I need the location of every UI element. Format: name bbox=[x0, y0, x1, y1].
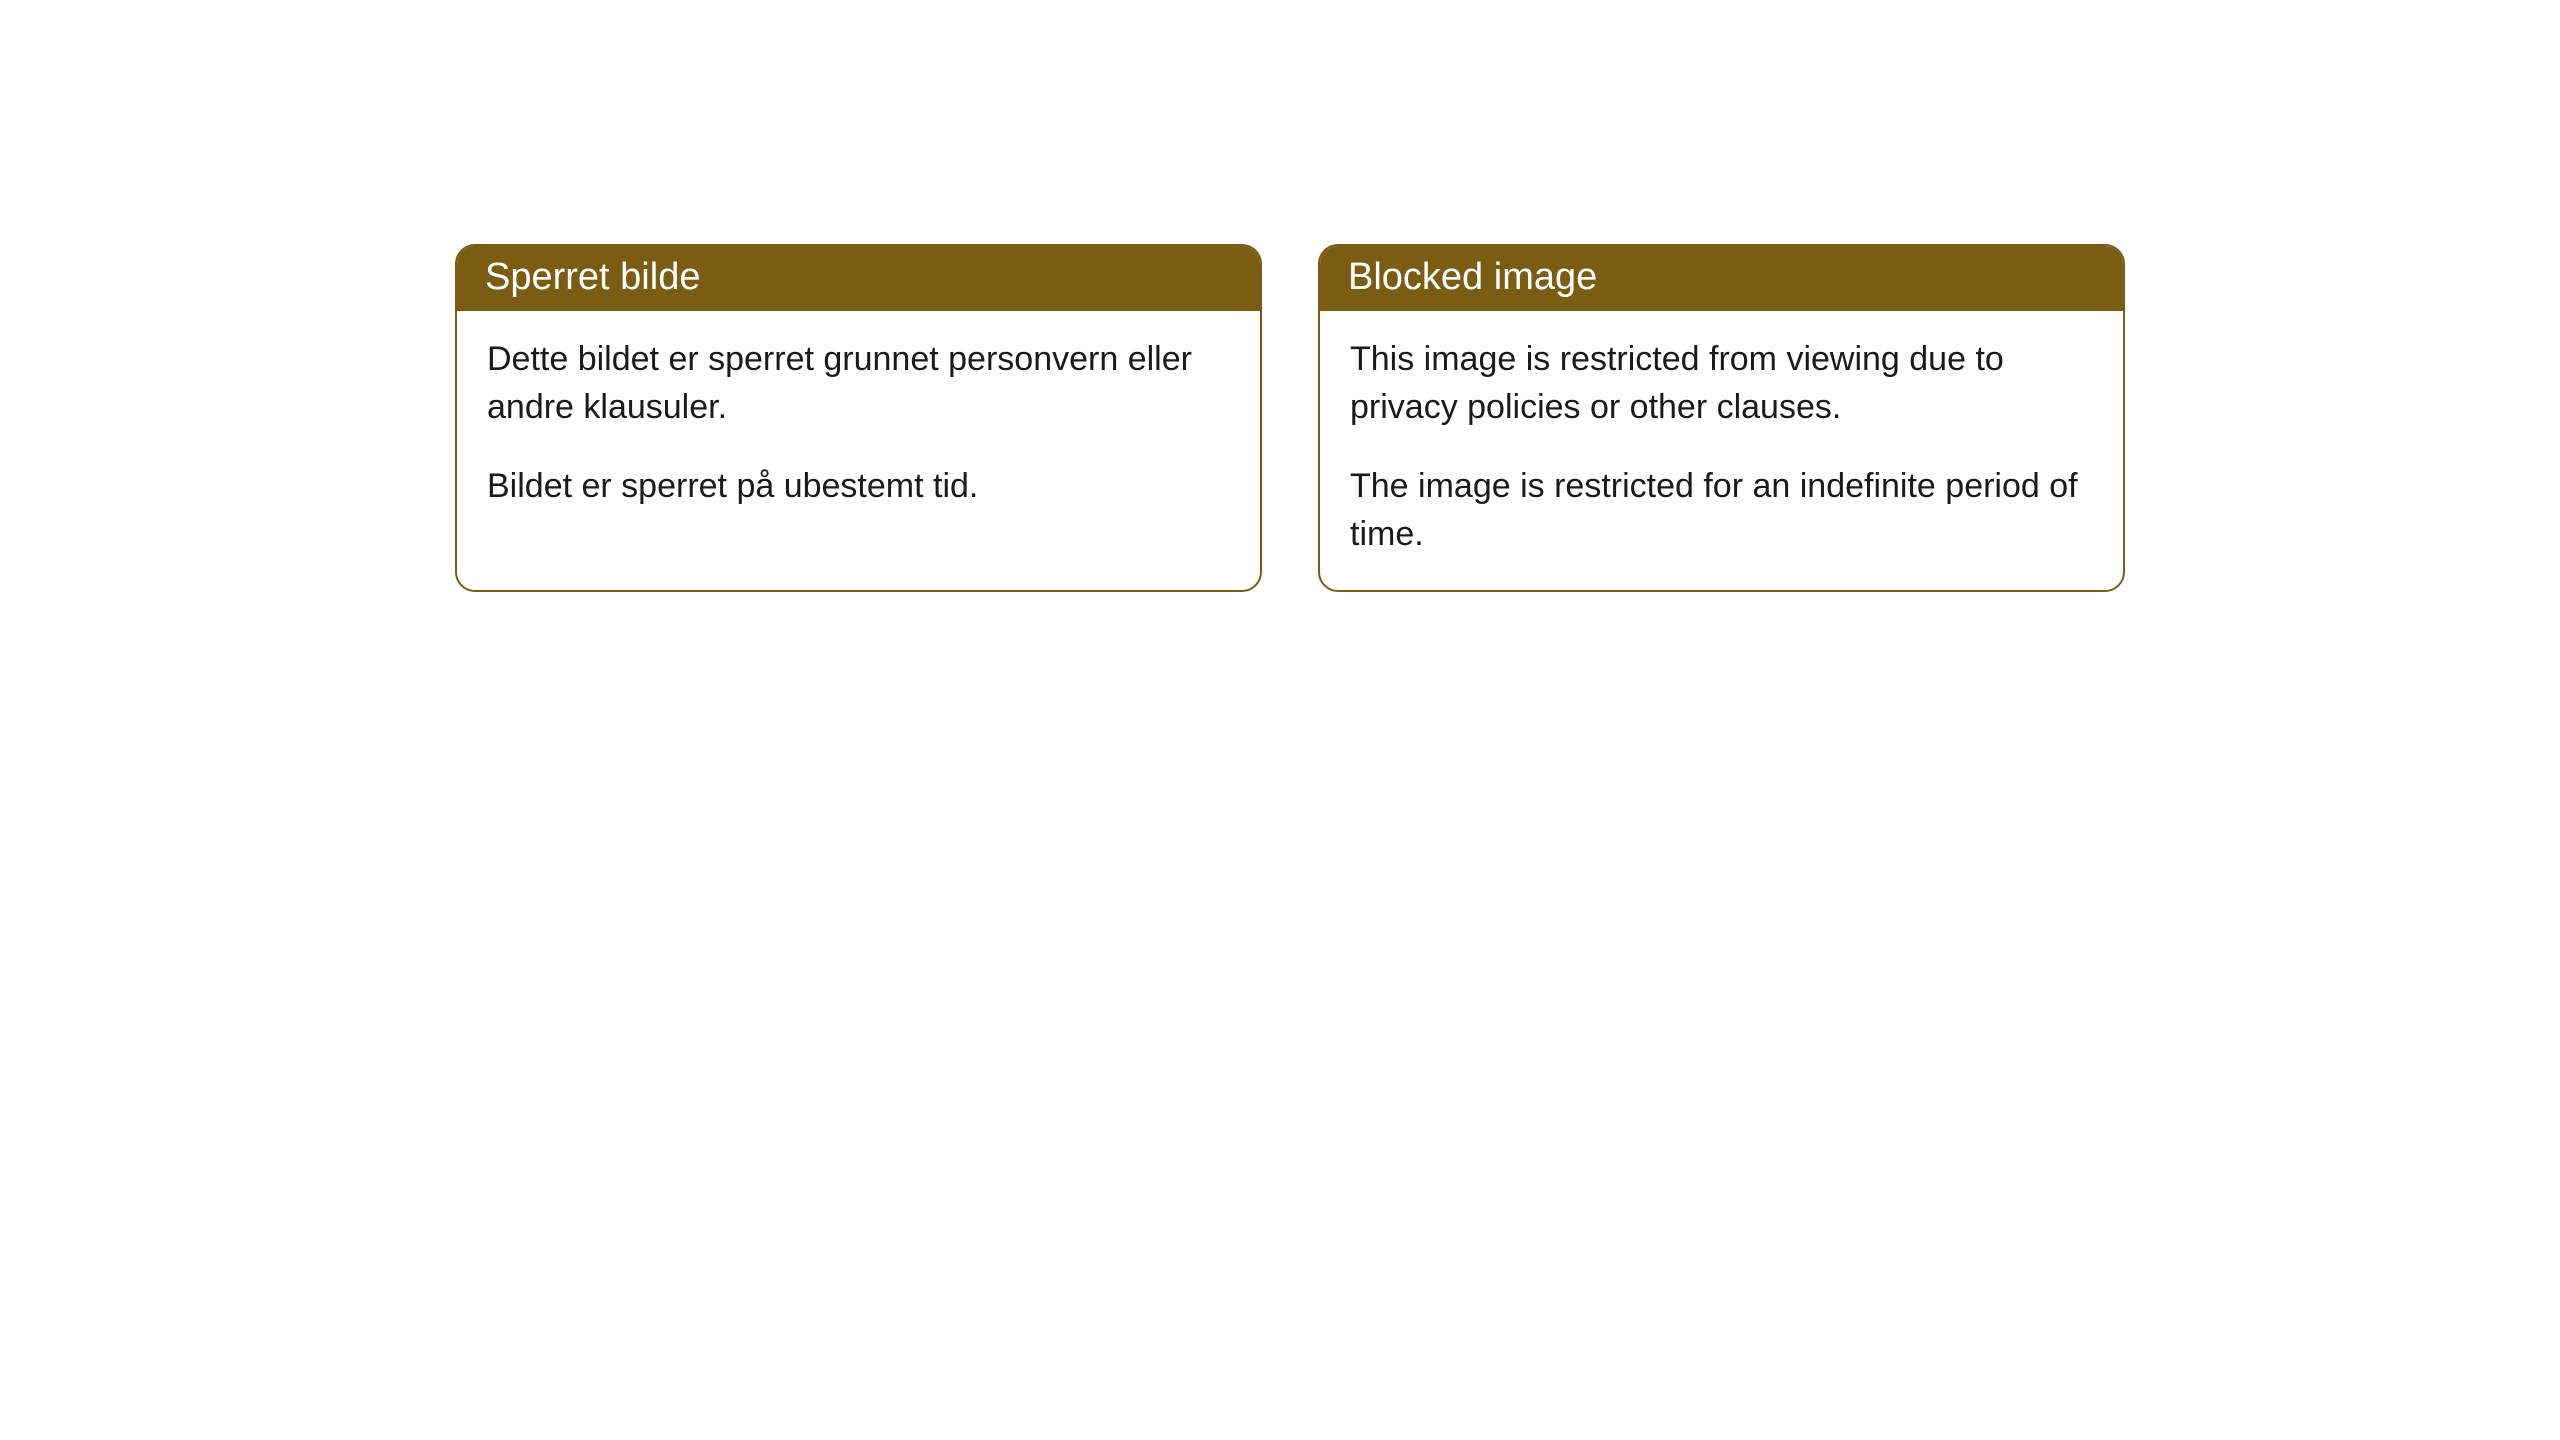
notice-text-2: Bildet er sperret på ubestemt tid. bbox=[487, 462, 1230, 510]
notice-card-norwegian: Sperret bilde Dette bildet er sperret gr… bbox=[455, 244, 1262, 592]
card-header-norwegian: Sperret bilde bbox=[457, 246, 1260, 311]
notice-text-1: Dette bildet er sperret grunnet personve… bbox=[487, 335, 1230, 432]
notice-text-1: This image is restricted from viewing du… bbox=[1350, 335, 2093, 432]
notice-card-english: Blocked image This image is restricted f… bbox=[1318, 244, 2125, 592]
card-body-norwegian: Dette bildet er sperret grunnet personve… bbox=[457, 311, 1260, 542]
notice-text-2: The image is restricted for an indefinit… bbox=[1350, 462, 2093, 559]
notice-container: Sperret bilde Dette bildet er sperret gr… bbox=[455, 244, 2125, 592]
card-body-english: This image is restricted from viewing du… bbox=[1320, 311, 2123, 590]
card-header-english: Blocked image bbox=[1320, 246, 2123, 311]
